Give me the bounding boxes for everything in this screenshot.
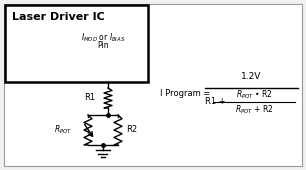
Text: R1 +: R1 + (205, 98, 226, 106)
Text: Laser Driver IC: Laser Driver IC (12, 12, 105, 22)
Text: 1.2V: 1.2V (241, 72, 262, 81)
Text: R2: R2 (126, 125, 137, 134)
Text: $R_{POT}$ • R2: $R_{POT}$ • R2 (236, 89, 272, 101)
Bar (5, 5, 148, 82)
Text: $R_{POT}$ + R2: $R_{POT}$ + R2 (235, 103, 273, 115)
Text: $I_{MOD}$ or $I_{BIAS}$: $I_{MOD}$ or $I_{BIAS}$ (81, 32, 125, 45)
Text: Pin: Pin (97, 41, 109, 50)
Text: I Program =: I Program = (160, 89, 210, 98)
Text: R1: R1 (84, 94, 95, 103)
Text: $R_{POT}$: $R_{POT}$ (54, 124, 72, 136)
